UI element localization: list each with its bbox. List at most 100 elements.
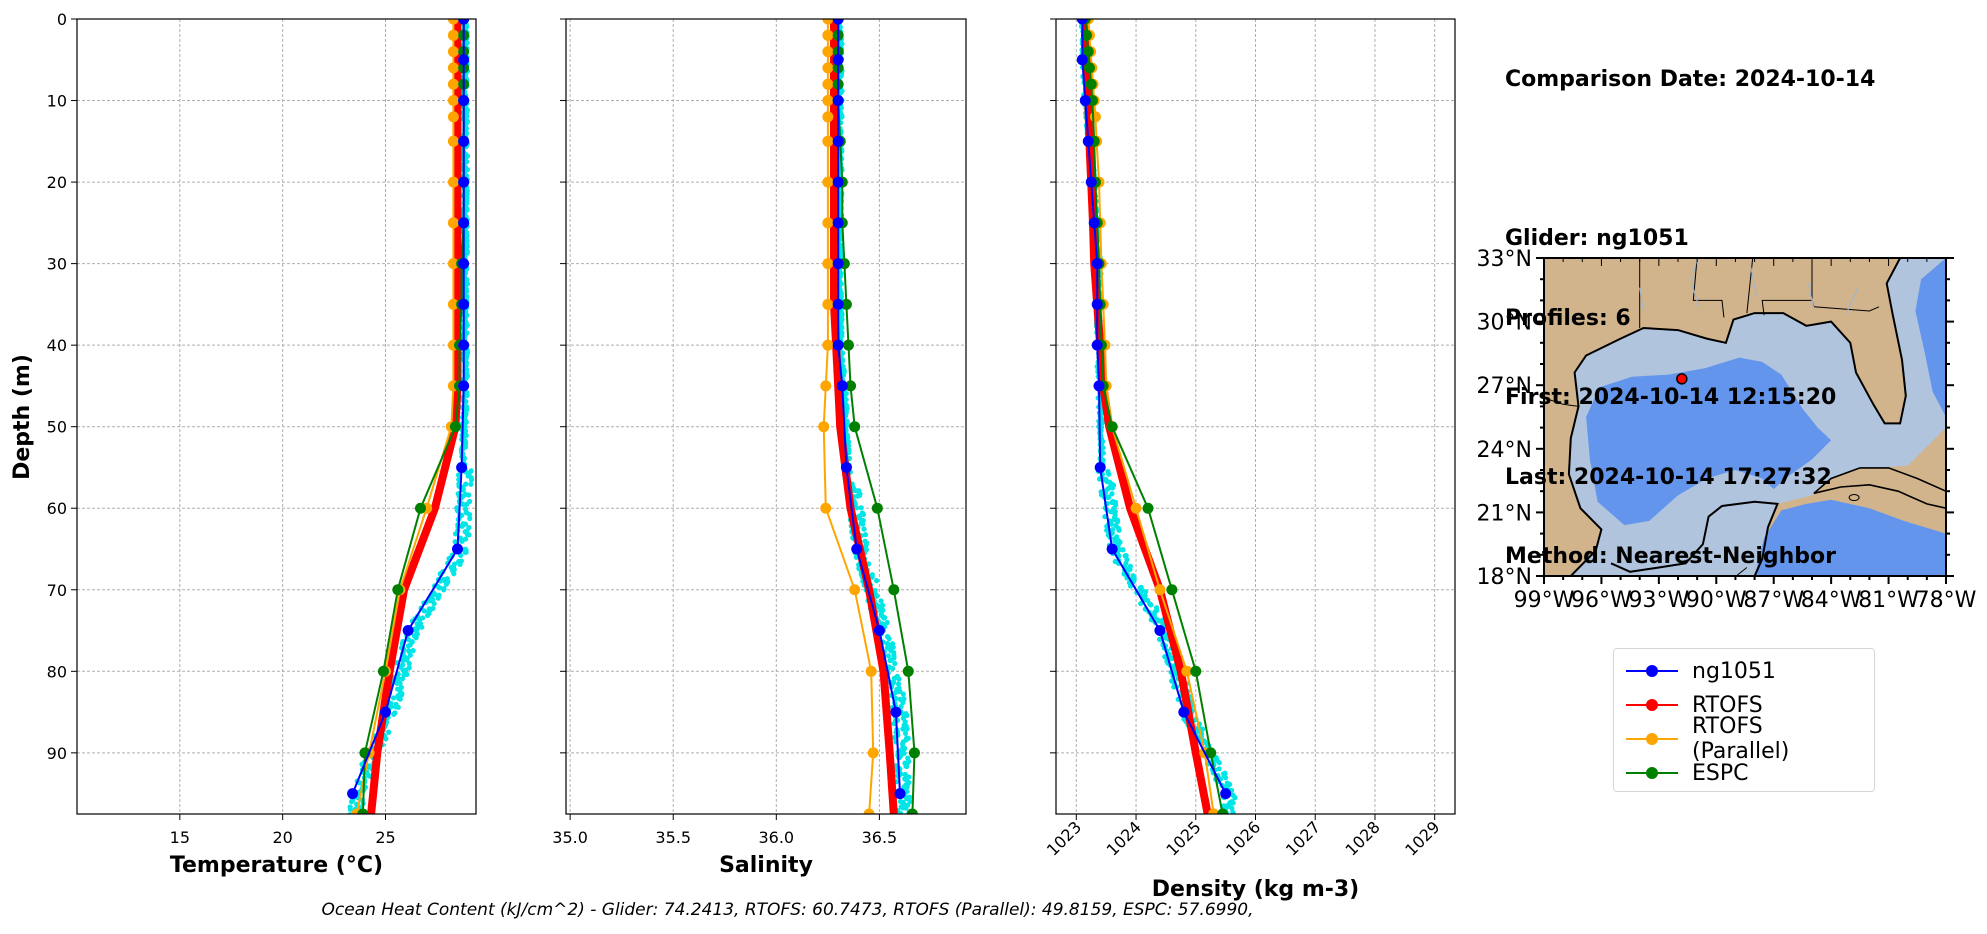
glider-data-point: [902, 730, 909, 737]
glider-data-point: [1102, 514, 1108, 520]
glider-data-point: [459, 501, 466, 507]
glider-data-point: [890, 665, 896, 672]
glider-data-point: [441, 587, 447, 593]
series-point-ng1051: [347, 788, 359, 800]
glider-data-point: [893, 695, 899, 702]
glider-data-point: [1221, 772, 1227, 778]
series-point-espc: [1080, 29, 1092, 41]
glider-data-point: [1113, 522, 1119, 529]
glider-data-point: [466, 511, 473, 518]
glider-data-point: [873, 578, 880, 584]
map-lon-label: 99°W: [1514, 588, 1575, 613]
x-tick-label: 1025: [1162, 817, 1204, 859]
glider-data-point: [888, 657, 894, 663]
series-point-rtofs-parallel: [447, 62, 459, 74]
glider-data-point: [1229, 814, 1234, 819]
glider-data-point: [845, 435, 851, 441]
glider-data-point: [858, 520, 864, 526]
series-point-espc: [1085, 78, 1097, 90]
method: Method: Nearest-Neighbor: [1505, 544, 1836, 569]
series-point-espc: [1166, 584, 1178, 596]
series-point-rtofs-parallel: [865, 665, 877, 677]
series-point-rtofs-parallel: [447, 217, 459, 229]
series-point-ng1051: [890, 706, 902, 718]
series-point-ng1051: [1076, 54, 1088, 66]
glider-data-point: [394, 680, 400, 687]
glider-data-point: [1230, 800, 1236, 806]
river-line: [1807, 283, 1815, 310]
x-tick-label: 35.0: [552, 828, 588, 847]
map-frame: [1543, 257, 1947, 577]
glider-data-point: [1112, 538, 1118, 544]
series-point-espc: [849, 421, 861, 433]
glider-data-point: [466, 532, 472, 538]
glider-data-point: [1137, 585, 1143, 591]
legend-item-rtofs: RTOFS: [1624, 688, 1864, 722]
glider-data-point: [347, 806, 353, 812]
series-point-rtofs-parallel: [447, 46, 459, 58]
series-point-ng1051: [458, 380, 470, 392]
glider-data-point: [436, 592, 442, 598]
glider-data-point: [362, 813, 364, 814]
series-point-rtofs-parallel: [822, 95, 834, 107]
glider-data-point: [406, 648, 412, 654]
glider-data-point: [383, 736, 389, 742]
glider-data-point: [427, 598, 433, 604]
glider-data-point: [900, 691, 906, 697]
glider-data-point: [412, 626, 418, 632]
glider-data-point: [860, 511, 867, 518]
glider-position-marker: [1676, 373, 1688, 385]
glider-data-point: [1110, 482, 1117, 488]
series-point-espc: [414, 502, 426, 514]
glider-data-point: [459, 523, 465, 529]
series-point-ng1051: [1091, 258, 1103, 270]
series-point-rtofs-parallel: [822, 258, 834, 270]
x-tick-label: 20: [272, 828, 292, 847]
series-point-rtofs-parallel: [822, 339, 834, 351]
glider-data-point: [1148, 602, 1154, 608]
glider-data-point: [399, 676, 406, 682]
map-lon-label: 78°W: [1916, 588, 1977, 613]
glider-data-point: [862, 532, 869, 538]
series-point-ng1051: [1106, 543, 1118, 555]
series-point-rtofs-parallel: [1181, 665, 1193, 677]
glider-data-point: [1110, 498, 1116, 505]
series-point-espc: [888, 584, 900, 596]
glider-data-point: [1143, 589, 1149, 595]
glider-data-point: [468, 477, 475, 483]
glider-data-point: [411, 633, 417, 639]
plot-area: [347, 19, 475, 814]
glider-data-point: [884, 634, 891, 640]
series-point-rtofs-parallel: [822, 217, 834, 229]
glider-data-point: [464, 244, 470, 250]
series-point-ng1051: [380, 706, 392, 718]
y-tick-label: 30: [47, 255, 67, 274]
legend-label: RTOFS: [1692, 692, 1763, 718]
glider-data-point: [1214, 757, 1220, 763]
glider-data-point: [397, 696, 403, 702]
series-point-ng1051: [458, 54, 470, 66]
legend-swatch: [1624, 661, 1680, 681]
profile-panel-3: 1023 1024 1025 1026 1027 1028 1029 Density (kg …: [1043, 18, 1456, 902]
map-lat-label: 21°N: [1477, 501, 1532, 526]
series-point-rtofs-parallel: [820, 380, 832, 392]
glider-data-point: [405, 637, 412, 643]
y-tick-label: 70: [47, 581, 67, 600]
glider-data-point: [878, 611, 884, 617]
info-block: Comparison Date: 2024-10-14 Glider: ng10…: [1505, 14, 1875, 597]
glider-data-point: [1222, 816, 1227, 821]
series-line-rtofs: [1081, 19, 1212, 814]
map-lat-label: 18°N: [1477, 565, 1532, 590]
series-point-ng1051: [458, 135, 470, 147]
series-point-ng1051: [1220, 788, 1232, 800]
y-tick-label: 80: [47, 662, 67, 681]
glider-data-point: [1100, 457, 1106, 463]
glider-data-point: [907, 798, 913, 804]
glider-data-point: [407, 652, 413, 658]
plot-area: [818, 19, 920, 814]
series-point-ng1051: [832, 298, 844, 310]
series-point-espc: [845, 380, 857, 392]
series-point-ng1051: [832, 258, 844, 270]
legend-swatch: [1624, 695, 1680, 715]
series-point-ng1051: [832, 95, 844, 107]
